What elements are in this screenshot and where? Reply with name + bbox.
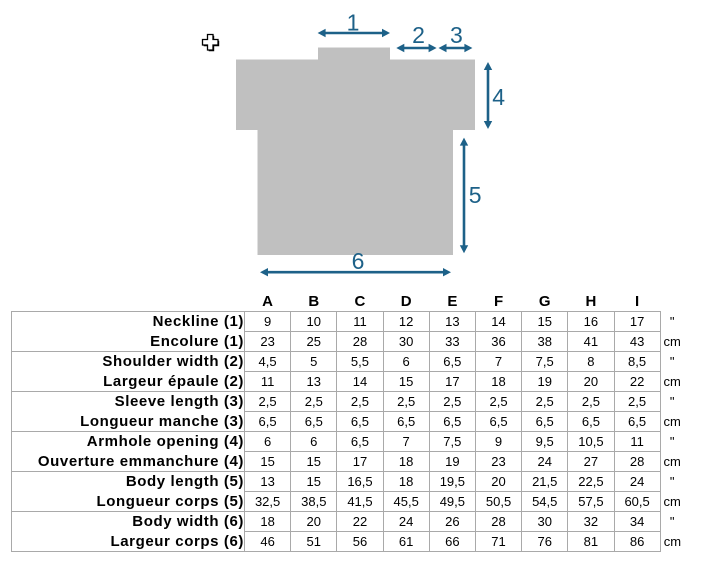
svg-text:5: 5 [469,182,482,208]
svg-text:1: 1 [347,10,360,36]
svg-text:2: 2 [412,22,425,48]
svg-text:3: 3 [450,22,463,48]
svg-text:4: 4 [492,84,505,110]
svg-text:6: 6 [352,248,365,274]
